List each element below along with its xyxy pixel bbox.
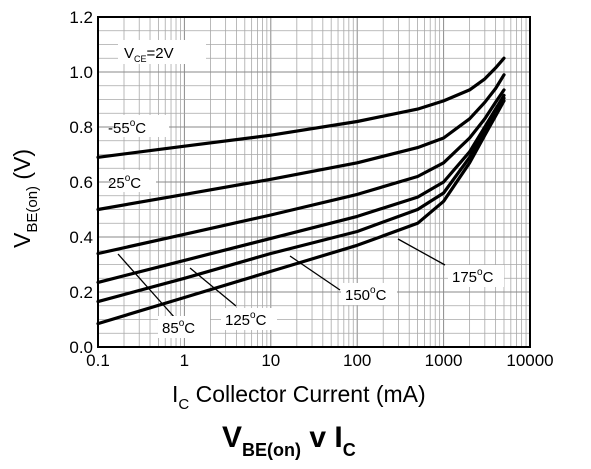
series-label-bg: [112, 170, 156, 192]
series-line-4: [96, 96, 506, 304]
x-tick-label: 10000: [506, 351, 553, 370]
x-tick-label: 10: [261, 351, 280, 370]
series-label-bg: [448, 265, 504, 287]
axis-labels: IC Collector Current (mA) VBE(on) (V) VBE(…: [9, 149, 426, 460]
series-line-5: [96, 99, 506, 326]
grid: [98, 17, 530, 347]
series-line-0: [96, 56, 506, 159]
leader-line-0: [117, 253, 176, 319]
y-tick-label: 0.2: [69, 283, 93, 302]
x-tick-label: 0.1: [86, 351, 110, 370]
series-lines: [96, 56, 506, 326]
chart-title: VBE(on) v IC: [222, 421, 356, 460]
series-label-2: 85oC: [162, 318, 195, 337]
y-tick-label: 0.6: [69, 173, 93, 192]
y-tick-label: 0.8: [69, 118, 93, 137]
series-label-bg: [341, 283, 397, 305]
y-tick-label: 1.2: [69, 8, 93, 27]
series-label-4: 150oC: [345, 285, 387, 304]
series-label-1: 25oC: [108, 173, 141, 192]
condition-bg: [118, 40, 206, 64]
series-label-0: -55oC: [108, 118, 146, 137]
leader-line-2: [289, 255, 341, 291]
y-tick-label: 0.4: [69, 228, 93, 247]
series-label-bg: [158, 316, 210, 338]
x-axis-label: IC Collector Current (mA): [172, 381, 426, 413]
condition-label: VCE=2V: [124, 45, 174, 64]
series-label-3: 125oC: [225, 310, 267, 329]
plot-frame: [97, 16, 531, 348]
series-label-5: 175oC: [452, 267, 494, 286]
series-label-bg: [221, 308, 277, 330]
annotations: VCE=2V -55oC 25oC 85oC 125oC 150oC 175oC: [108, 40, 504, 338]
series-line-1: [96, 73, 506, 212]
series-line-3: [96, 93, 506, 284]
series-line-2: [96, 88, 506, 256]
y-axis-label: VBE(on) (V): [9, 149, 41, 248]
y-tick-label: 1.0: [69, 63, 93, 82]
x-tick-label: 1: [180, 351, 189, 370]
tick-labels: 0.1 1 10 100 1000 10000 0.0 0.2 0.4 0.6 0.8 1.0 1.2: [69, 8, 553, 370]
leader-line-3: [397, 238, 446, 266]
series-label-bg: [115, 115, 169, 137]
x-tick-label: 100: [343, 351, 371, 370]
x-tick-label: 1000: [425, 351, 463, 370]
leader-line-1: [189, 267, 237, 307]
y-tick-label: 0.0: [69, 338, 93, 357]
